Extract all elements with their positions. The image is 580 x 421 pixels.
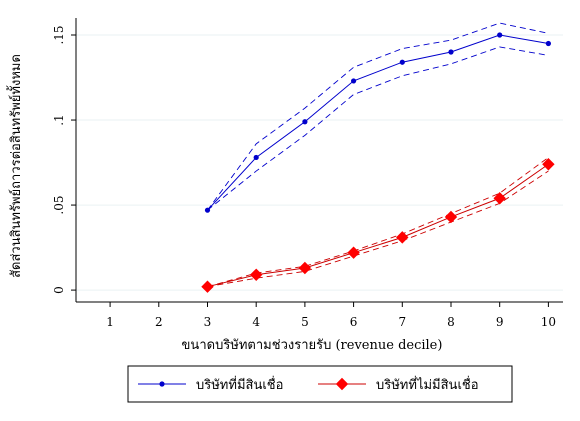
x-tick-label: 5 bbox=[301, 315, 309, 329]
x-tick-label: 1 bbox=[106, 315, 114, 329]
data-point bbox=[399, 59, 405, 65]
legend-entry-1: บริษัทที่มีสินเชื่อ bbox=[138, 376, 283, 393]
data-point bbox=[497, 32, 503, 38]
data-point bbox=[298, 261, 312, 275]
data-point bbox=[444, 210, 458, 224]
x-tick-label: 9 bbox=[496, 315, 504, 329]
legend-swatch-marker bbox=[335, 377, 349, 391]
series-1 bbox=[204, 22, 551, 213]
data-point bbox=[396, 231, 409, 244]
legend-entry-2: บริษัทที่ไม่มีสินเชื่อ bbox=[318, 376, 479, 393]
data-point bbox=[249, 268, 263, 281]
data-point bbox=[350, 78, 357, 84]
legend-label: บริษัทที่ไม่มีสินเชื่อ bbox=[376, 376, 479, 393]
x-tick-label: 8 bbox=[447, 315, 455, 329]
x-tick-label: 3 bbox=[204, 315, 212, 329]
x-tick-label: 7 bbox=[398, 315, 406, 329]
series-ci-upper bbox=[207, 22, 549, 211]
y-tick-label: .15 bbox=[52, 25, 66, 44]
x-axis-ticks: 1 2 3 4 5 6 7 8 9 10 bbox=[106, 302, 556, 329]
y-tick-label: .1 bbox=[52, 114, 66, 125]
x-tick-label: 6 bbox=[350, 315, 358, 329]
data-point bbox=[493, 192, 506, 205]
y-axis-ticks: 0 .05 .1 .15 bbox=[52, 25, 76, 294]
grid-lines bbox=[76, 34, 563, 291]
y-tick-label: 0 bbox=[52, 286, 66, 294]
legend-label: บริษัทที่มีสินเชื่อ bbox=[196, 376, 283, 393]
data-point bbox=[253, 154, 259, 161]
series-line bbox=[207, 163, 549, 288]
x-axis-label: ขนาดบริษัทตามช่วงรายรับ (revenue decile) bbox=[182, 338, 443, 353]
series-ci-lower bbox=[207, 170, 549, 288]
series-line bbox=[207, 34, 549, 211]
series-ci-lower bbox=[207, 46, 549, 211]
y-tick-label: .05 bbox=[52, 196, 66, 215]
data-point bbox=[204, 207, 211, 213]
data-point bbox=[545, 40, 551, 47]
data-point bbox=[347, 246, 360, 259]
legend: บริษัทที่มีสินเชื่อ บริษัทที่ไม่มีสินเชื่… bbox=[127, 365, 513, 403]
y-axis-label: สัดส่วนสินทรัพย์ถาวรต่อสินทรัพย์ทั้งหมด bbox=[6, 54, 24, 278]
series-2 bbox=[201, 157, 555, 293]
series-ci-upper bbox=[207, 157, 549, 288]
data-point bbox=[448, 49, 454, 55]
series-layer bbox=[201, 22, 555, 293]
x-tick-label: 4 bbox=[252, 315, 260, 329]
data-point bbox=[302, 119, 308, 125]
legend-swatch-marker bbox=[159, 381, 165, 387]
data-point bbox=[201, 280, 214, 293]
data-point bbox=[542, 158, 555, 171]
x-tick-label: 2 bbox=[155, 315, 163, 329]
x-tick-label: 10 bbox=[541, 315, 556, 329]
